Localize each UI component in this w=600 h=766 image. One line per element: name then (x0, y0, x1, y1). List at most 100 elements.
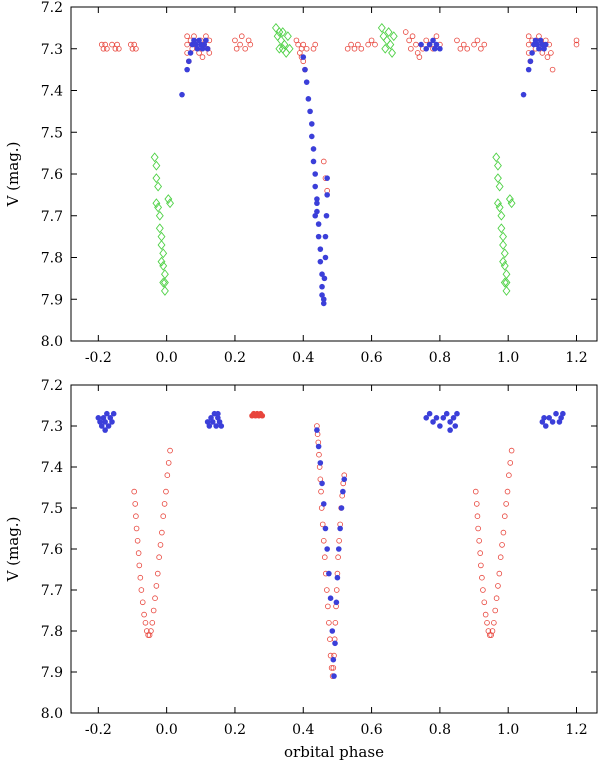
chart0-y-tick-label-3: 7.5 (41, 125, 63, 141)
chart1-series-0-point-27 (164, 472, 171, 479)
chart1-x-tick-label-7: 1.2 (565, 722, 587, 738)
chart0-series-2-point-25 (314, 196, 320, 202)
chart1-series-0-point-69 (478, 562, 484, 569)
chart0-series-1-point-1 (152, 160, 161, 171)
chart0-series-2-point-36 (321, 275, 328, 282)
chart0-series-1-point-53 (499, 256, 508, 267)
chart1-series-0-point-91 (507, 460, 514, 466)
chart1-series-2-point-42 (426, 410, 433, 417)
chart0-series-1-point-42 (494, 198, 502, 209)
chart0-series-2-point-62 (542, 41, 549, 48)
chart1-series-0-point-66 (475, 525, 481, 532)
chart1-series-0-point-82 (495, 583, 501, 589)
chart0-series-2-point-40 (324, 192, 330, 198)
chart0-series-0-point-69 (433, 33, 440, 40)
chart1-x-tick-label-2: 0.2 (224, 722, 246, 738)
chart0-series-2-point-16 (303, 79, 310, 85)
chart0-series-1-point-10 (159, 248, 168, 259)
chart1-series-2-point-34 (333, 599, 340, 606)
chart1-series-0-point-74 (484, 619, 490, 626)
chart0-series-2-point-0 (179, 91, 185, 98)
chart1-series-0-point-11 (142, 619, 149, 626)
chart1-series-0-point-47 (328, 665, 335, 671)
chart1-y-tick-label-0: 7.2 (41, 378, 63, 394)
chart0-x-tick-label-4: 0.6 (360, 350, 382, 366)
chart0-series-2-point-3 (187, 50, 194, 56)
chart1-series-2-point-41 (423, 415, 430, 421)
chart0-series-1-point-33 (383, 35, 391, 46)
chart1-y-tick-label-6: 7.8 (41, 624, 63, 640)
chart0-series-2-point-31 (319, 271, 325, 278)
chart1-x-tick-label-1: 0.0 (156, 722, 178, 738)
chart1-series-2-point-56 (546, 415, 552, 421)
chart1-series-2-point-49 (450, 415, 457, 421)
chart1-series-2-point-8 (109, 419, 115, 425)
chart1-series-2-point-61 (560, 410, 566, 417)
chart0-series-0-point-56 (368, 37, 375, 44)
chart1-series-2-point-50 (452, 423, 459, 429)
chart0-series-2-point-30 (317, 258, 324, 265)
chart0-series-2-point-44 (418, 41, 424, 48)
chart1-series-2-point-14 (209, 419, 216, 425)
chart1-series-0-point-3 (133, 525, 140, 532)
chart0-series-2-point-37 (322, 254, 329, 261)
chart0-series-0-point-76 (474, 37, 481, 44)
chart0-x-tick-label-3: 0.4 (292, 350, 314, 366)
chart1-series-0-point-16 (149, 619, 156, 626)
chart0-series-0-point-80 (525, 41, 532, 48)
chart0-series-1-point-40 (494, 173, 502, 184)
chart0-series-1-point-36 (388, 48, 397, 58)
chart1-series-2-point-5 (104, 410, 110, 417)
chart1-series-2-point-43 (430, 419, 436, 425)
chart1-x-tick-label-4: 0.6 (360, 722, 382, 738)
chart0-series-2-point-32 (319, 283, 325, 290)
chart0-series-2-point-27 (315, 221, 322, 227)
chart1-series-2-point-58 (553, 410, 559, 417)
chart0-series-2-point-51 (520, 91, 527, 98)
chart0-series-1-point-48 (500, 248, 509, 259)
chart1-y-tick-label-5: 7.7 (41, 583, 63, 599)
chart0-series-2-point-58 (536, 45, 542, 52)
chart1-series-0-point-68 (477, 550, 483, 556)
chart0-series-1-point-43 (495, 202, 504, 213)
chart1-series-0-point-4 (134, 537, 141, 544)
chart0-series-2-point-29 (317, 246, 324, 252)
chart0-series-0-point-3 (104, 45, 110, 52)
chart0-series-0-point-23 (199, 54, 206, 60)
chart0-series-0-point-44 (303, 45, 310, 52)
chart1-series-2-point-24 (319, 480, 325, 487)
chart0-series-0-point-79 (525, 33, 532, 40)
chart1-series-2-point-21 (314, 427, 320, 433)
bottom-panel: -0.2 0.0 0.2 0.4 0.6 0.8 1.0 1.2 7.2 7.3 7.4 7.5 7.6… (4, 378, 598, 761)
chart0-series-1-point-38 (492, 152, 501, 163)
chart1-series-2-point-52 (447, 427, 453, 433)
chart1-x-tick-label-5: 0.8 (429, 722, 451, 738)
chart0-series-0-point-60 (408, 45, 414, 52)
chart0-series-1-point-37 (389, 31, 398, 42)
chart1-x-tick-label-3: 0.4 (292, 722, 314, 738)
chart0-series-2-point-28 (315, 233, 322, 240)
chart0-series-2-point-52 (525, 66, 532, 73)
chart0-series-2-point-19 (308, 121, 315, 127)
chart1-series-0-point-22 (157, 542, 164, 548)
chart1-series-2-point-40 (341, 476, 348, 483)
chart0-series-1-point-22 (277, 35, 285, 46)
chart1-series-0-point-56 (335, 554, 341, 560)
chart0-series-1-point-30 (377, 22, 386, 33)
chart1-series-0-point-24 (160, 513, 167, 519)
chart1-series-2-point-6 (105, 423, 112, 429)
chart0-series-1-point-39 (494, 160, 502, 171)
chart0-series-1-point-52 (502, 285, 511, 296)
chart1-series-2-point-31 (330, 656, 337, 663)
chart1-series-0-point-39 (320, 537, 327, 544)
chart1-series-0-point-25 (161, 501, 168, 507)
chart0-series-1-point-8 (157, 231, 166, 242)
chart0-series-2-point-50 (437, 45, 443, 52)
chart1-series-2-point-46 (440, 415, 447, 421)
chart1-series-2-point-48 (447, 419, 453, 425)
chart1-series-2-point-12 (206, 423, 213, 429)
chart0-x-tick-label-5: 0.8 (429, 350, 451, 366)
chart1-series-0-point-70 (479, 574, 485, 581)
chart1-series-0-point-23 (159, 529, 165, 536)
